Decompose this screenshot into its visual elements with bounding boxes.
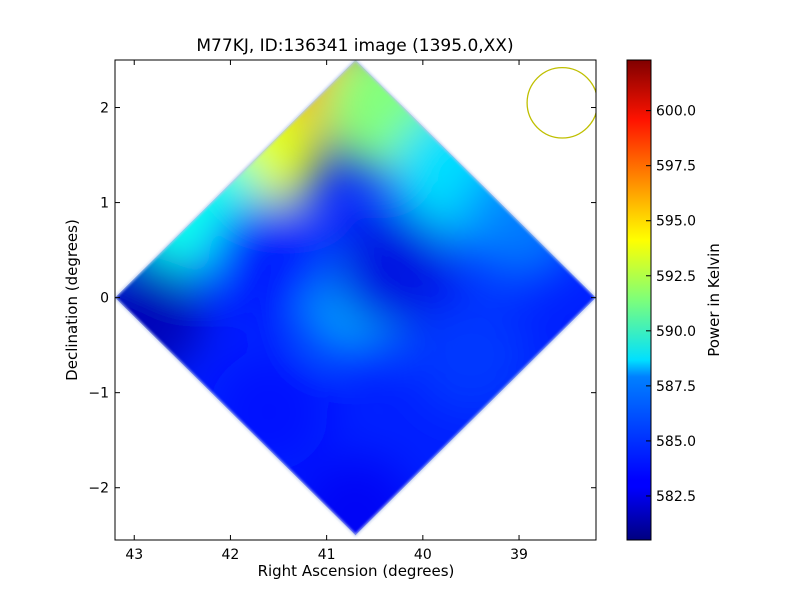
y-tick-label: −1 <box>88 386 109 402</box>
x-tick-label: 42 <box>222 547 240 563</box>
field-sample <box>295 456 416 536</box>
x-tick-label: 39 <box>510 547 528 563</box>
colorbar-tick-label: 595.0 <box>656 214 696 230</box>
x-tick-label: 43 <box>125 547 143 563</box>
colorbar-label: Power in Kelvin <box>705 243 723 357</box>
colorbar-tick-label: 587.5 <box>656 379 696 395</box>
colorbar-tick-label: 592.5 <box>656 269 696 285</box>
field-sample <box>208 199 329 320</box>
colorbar: 582.5 585.0 587.5 590.0 592.5 595.0 597.5 600.0… <box>626 59 723 541</box>
plot-area <box>115 60 596 537</box>
field-sample <box>334 209 454 330</box>
field-sample <box>115 256 204 377</box>
y-tick-label: 2 <box>100 101 109 117</box>
x-tick-label: 41 <box>318 547 336 563</box>
beam-circle <box>526 66 596 139</box>
x-axis-label: Right Ascension (degrees) <box>258 562 455 580</box>
colorbar-tick-label: 582.5 <box>656 489 696 505</box>
y-axis: −2 −1 0 1 2 <box>88 101 596 497</box>
colorbar-frame <box>626 59 652 541</box>
field-sample <box>410 294 531 415</box>
colorbar-tick-label: 597.5 <box>656 159 696 175</box>
colorbar-gradient <box>627 60 651 540</box>
coverage-map <box>115 60 596 536</box>
axes-frame <box>114 59 597 541</box>
colorbar-tick-label: 590.0 <box>656 324 696 340</box>
colorbar-tick-label: 600.0 <box>656 104 696 120</box>
colorbar-tick-label: 585.0 <box>656 434 696 450</box>
x-tick-label: 40 <box>414 547 432 563</box>
x-axis: 43 42 41 40 39 <box>125 60 528 563</box>
coverage-edge <box>115 60 596 537</box>
y-tick-label: −2 <box>88 481 109 497</box>
chart-title: M77KJ, ID:136341 image (1395.0,XX) <box>196 36 513 56</box>
y-tick-label: 0 <box>100 291 109 307</box>
field-sample <box>208 351 329 472</box>
y-axis-label: Declination (degrees) <box>63 219 81 381</box>
colorbar-ticks: 582.5 585.0 587.5 590.0 592.5 595.0 597.5 600.0 <box>646 104 696 505</box>
y-tick-label: 1 <box>100 196 109 212</box>
